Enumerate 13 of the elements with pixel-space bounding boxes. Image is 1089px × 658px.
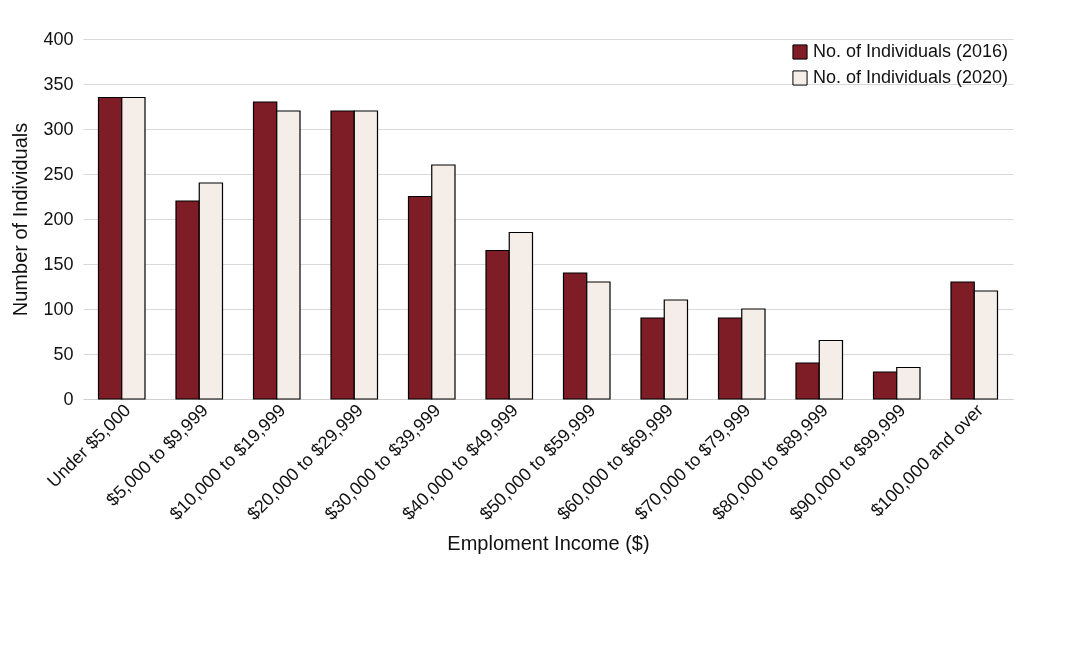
x-axis-title: Emploment Income ($) xyxy=(447,531,650,554)
y-tick-label: 200 xyxy=(43,208,74,229)
legend-label: No. of Individuals (2020) xyxy=(813,67,1009,87)
y-tick-label: 250 xyxy=(43,163,74,184)
y-tick-label: 50 xyxy=(53,343,74,364)
y-tick-label: 150 xyxy=(43,253,74,274)
legend-label: No. of Individuals (2016) xyxy=(813,41,1009,61)
y-tick-label: 400 xyxy=(43,28,74,49)
y-axis-title: Number of Individuals xyxy=(9,122,32,317)
y-tick-label: 350 xyxy=(43,73,74,94)
y-tick-label: 0 xyxy=(63,388,74,409)
y-tick-label: 300 xyxy=(43,118,74,139)
y-tick-label: 100 xyxy=(43,298,74,319)
